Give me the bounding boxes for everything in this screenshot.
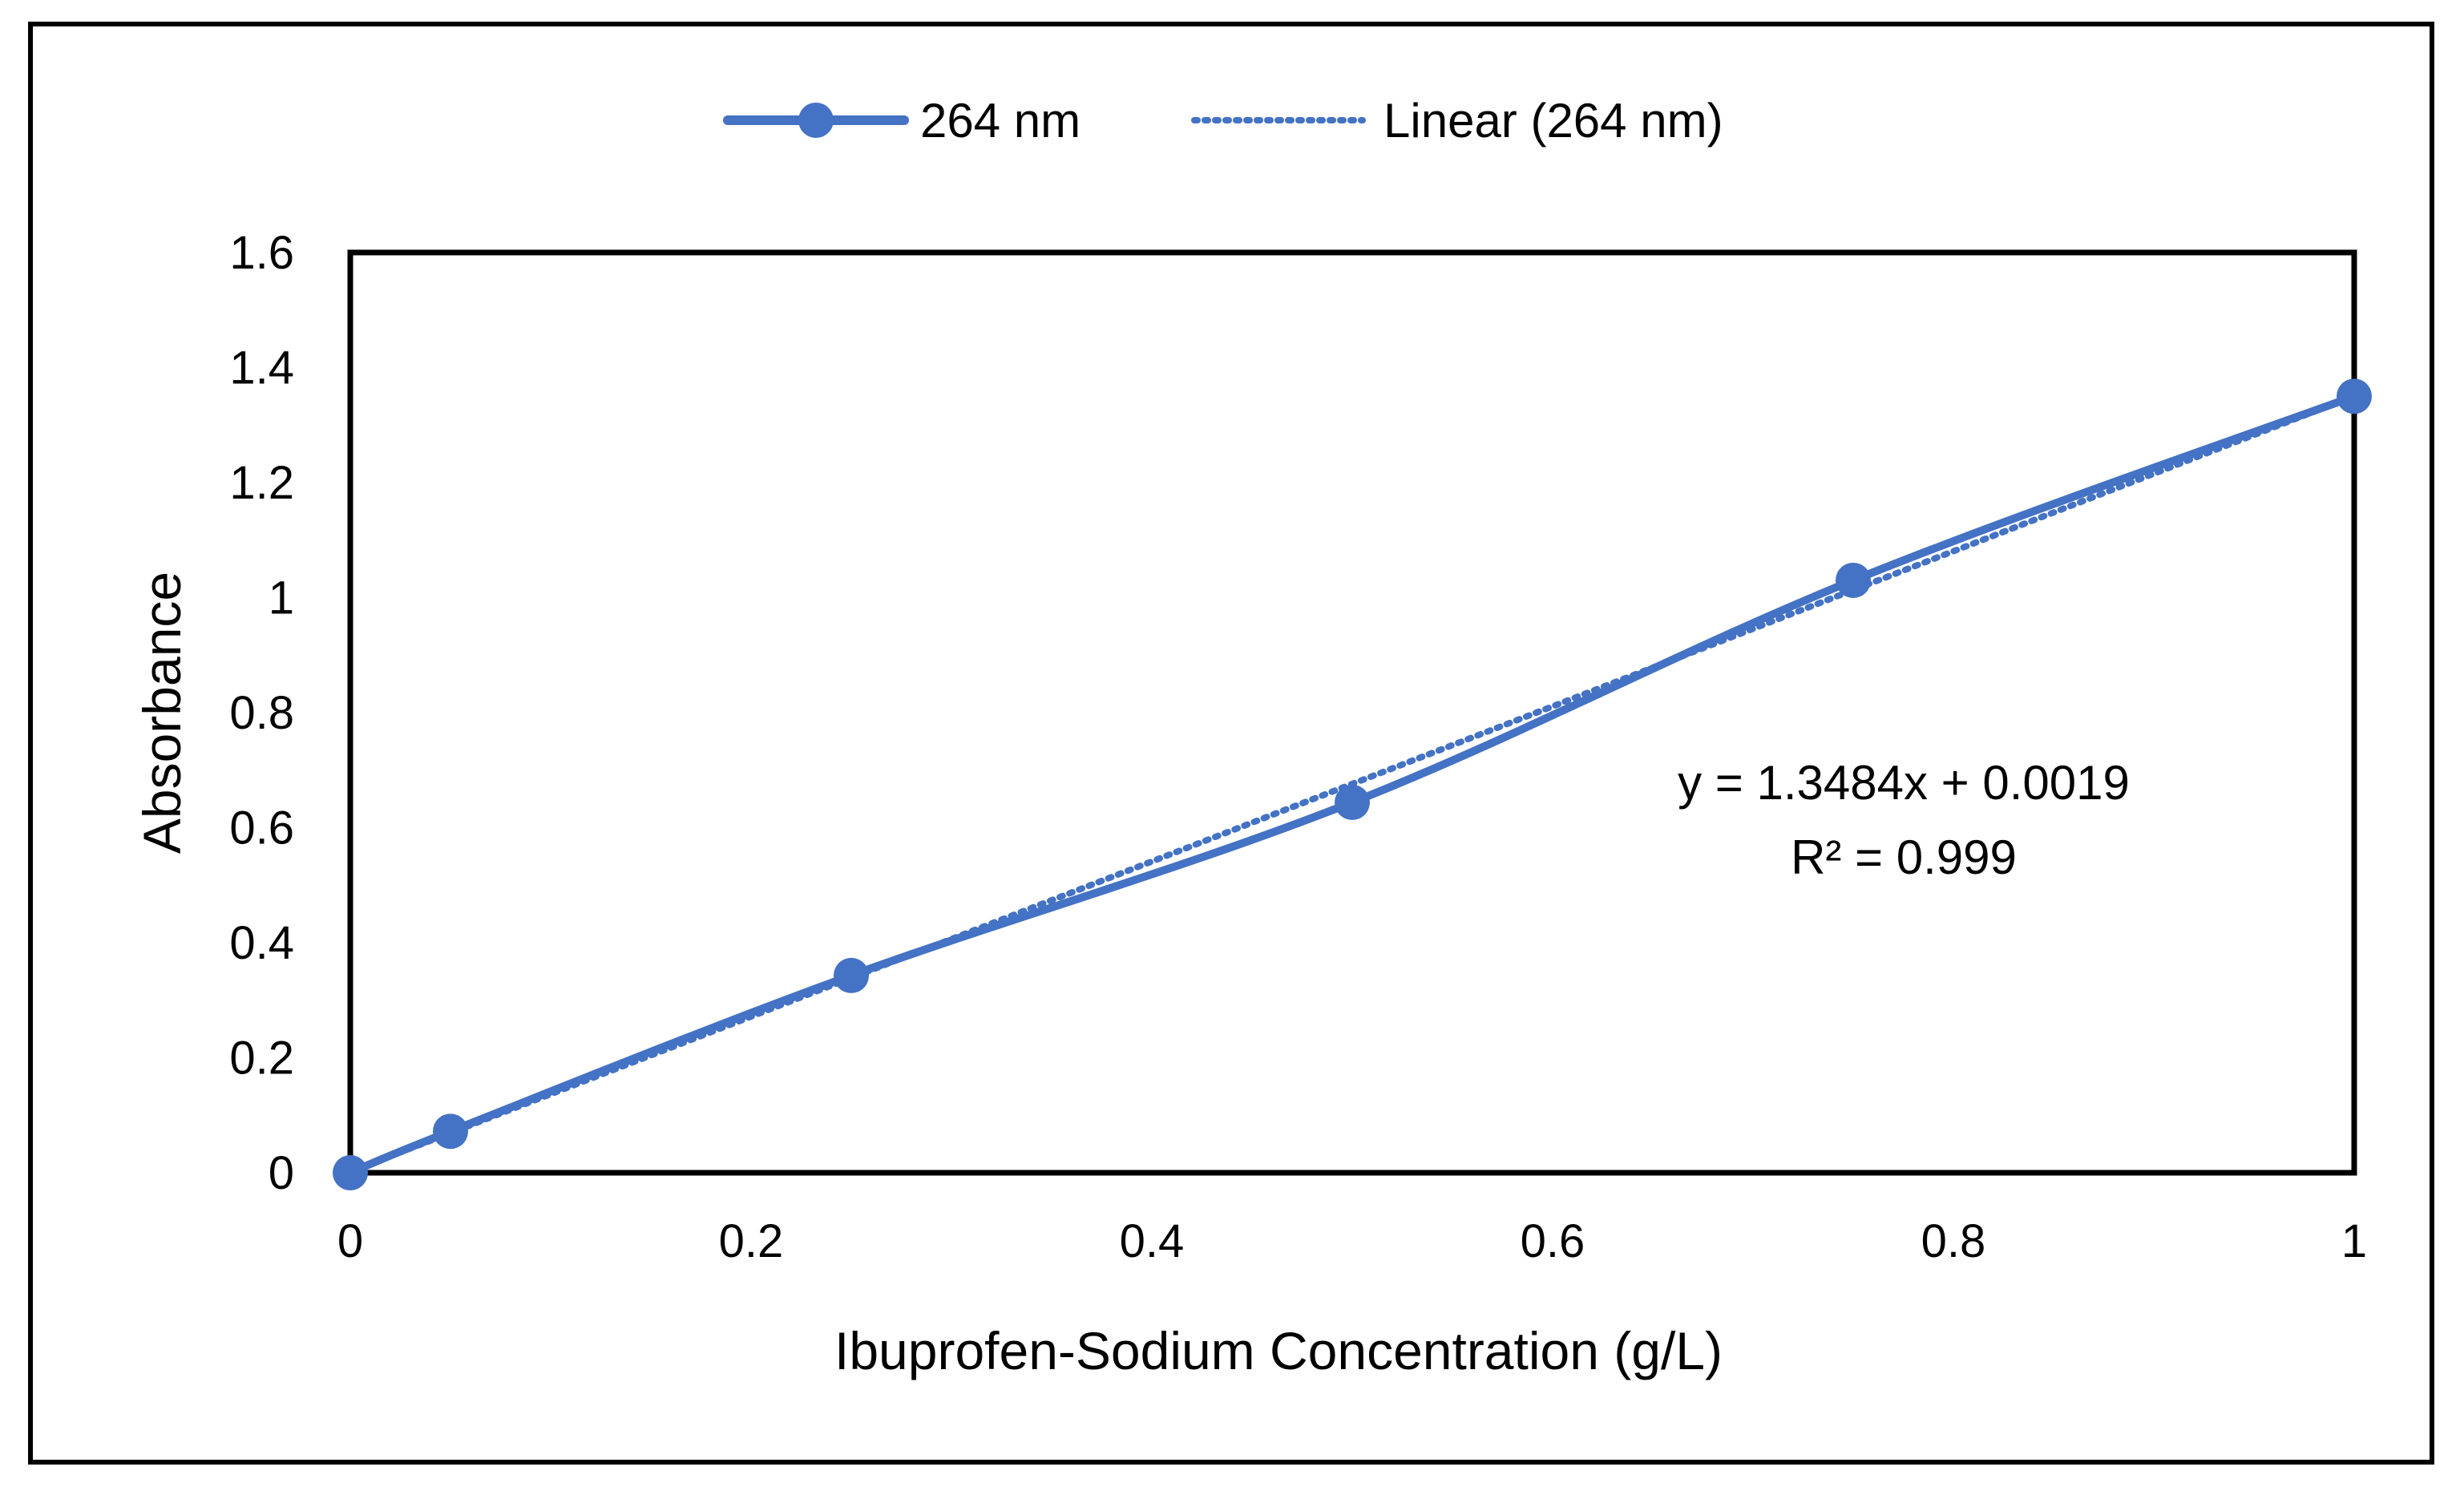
series-markers <box>333 378 2372 1190</box>
y-axis-tick-labels: 0 0.2 0.4 0.6 0.8 1 1.2 1.4 1.6 <box>229 227 294 1199</box>
x-tick-label: 0.2 <box>719 1215 784 1267</box>
y-tick-label: 0.8 <box>229 687 294 739</box>
data-point-2 <box>834 957 869 993</box>
data-point-0 <box>333 1155 368 1190</box>
y-tick-label: 0 <box>269 1147 294 1199</box>
legend: 264 nm Linear (264 nm) <box>723 94 1723 147</box>
x-axis-title: Ibuprofen-Sodium Concentration (g/L) <box>834 1321 1723 1380</box>
x-tick-label: 0.6 <box>1521 1215 1585 1267</box>
y-tick-label: 1.2 <box>229 457 294 509</box>
series-line-264nm <box>346 392 2358 1177</box>
x-axis-tick-labels: 0 0.2 0.4 0.6 0.8 1 <box>337 1215 2367 1267</box>
plot-area <box>347 249 2357 1176</box>
data-point-5 <box>2337 378 2372 414</box>
data-point-4 <box>1836 562 1871 598</box>
legend-series-marker <box>798 103 834 138</box>
y-tick-label: 1 <box>269 572 294 624</box>
data-point-1 <box>433 1113 468 1150</box>
y-axis-title: Absorbance <box>132 572 192 854</box>
x-tick-label: 0 <box>337 1215 363 1267</box>
legend-series-label: 264 nm <box>920 94 1081 147</box>
y-tick-label: 1.4 <box>229 342 294 394</box>
trendline-equation: y = 1.3484x + 0.0019 <box>1678 756 2130 810</box>
data-point-3 <box>1335 784 1370 820</box>
legend-trendline-label: Linear (264 nm) <box>1383 94 1723 147</box>
x-tick-label: 0.8 <box>1921 1215 1986 1267</box>
x-tick-label: 1 <box>2341 1215 2367 1267</box>
y-tick-label: 0.6 <box>229 802 294 855</box>
x-tick-label: 0.4 <box>1120 1215 1185 1267</box>
y-tick-label: 0.2 <box>229 1032 294 1085</box>
trendline-r-squared: R² = 0.999 <box>1791 830 2017 884</box>
y-tick-label: 1.6 <box>229 227 294 279</box>
y-tick-label: 0.4 <box>229 917 294 969</box>
chart-outer-border <box>28 22 2434 1465</box>
